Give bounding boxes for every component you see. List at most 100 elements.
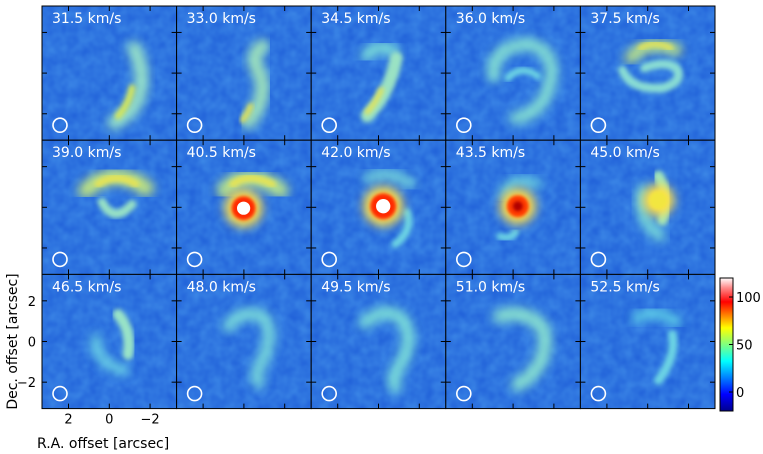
velocity-label: 45.0 km/s [590,145,659,161]
velocity-label: 40.5 km/s [187,145,256,161]
emission-arc [112,308,135,360]
emission-structure [216,170,289,228]
channel-panel: 45.0 km/s [579,139,716,275]
channel-panel: 37.5 km/s [579,5,716,141]
panel-ticks [42,6,177,141]
emission-arc [635,184,666,242]
channel-panel: 49.5 km/s [310,273,447,410]
colorbar: 0 50 100 [719,277,761,412]
panel-ticks [580,6,715,141]
beam-icon [186,385,203,402]
emission-arc [222,308,276,389]
beam-icon [455,385,472,402]
panel-ticks [176,140,312,275]
velocity-label: 33.0 km/s [187,11,256,27]
velocity-label: 49.5 km/s [321,279,390,295]
channel-panel: 51.0 km/s [445,273,581,410]
y-tick-label: 0 [28,336,36,351]
emission-arc [496,228,520,242]
velocity-label: 36.0 km/s [456,11,525,27]
channel-panel: 33.0 km/s [176,5,312,141]
beam-icon [186,117,203,133]
colorbar-tick-label: 0 [736,386,744,401]
panel-ticks [311,6,446,141]
beam-icon [52,251,68,268]
beam-icon [455,251,472,268]
emission-arc [90,333,129,376]
beam-icon [590,117,607,133]
emission-arc [637,41,674,51]
y-axis-title: Dec. offset [arcsec] [5,273,21,409]
noise-texture [311,6,446,141]
channel-panel: 39.0 km/s [41,139,178,275]
emission-arc [492,307,552,392]
emission-structure [107,41,149,130]
noise-texture [580,6,715,141]
colorbar-tick-label: 50 [736,339,753,354]
emission-arc [358,306,415,393]
channel-panel: 40.5 km/s [176,139,312,275]
velocity-label: 39.0 km/s [52,145,121,161]
channel-panel: 46.5 km/s [41,273,178,410]
emission-arc [631,308,682,328]
emission-structure [90,308,135,376]
emission-arc [653,329,678,385]
emission-structure [617,39,683,93]
noise-texture [580,274,715,409]
beam-icon [321,385,338,402]
beam-icon [186,251,203,268]
panel-ticks [580,140,715,275]
emission-structure [492,307,552,392]
emission-structure [78,168,154,219]
core-peak [237,201,251,215]
x-tick-label: −2 [141,413,160,428]
channel-panel: 34.5 km/s [310,5,447,141]
velocity-label: 34.5 km/s [321,11,390,27]
panel-ticks [311,140,446,275]
beam-icon [590,251,607,268]
emission-arc [239,103,254,123]
emission-arc [94,174,140,188]
panel-ticks [445,6,581,141]
velocity-label: 52.5 km/s [590,279,659,295]
channel-panel: 31.5 km/s [41,5,178,141]
panel-ticks [176,6,312,141]
x-tick-label: 2 [64,413,72,428]
channel-panel: 52.5 km/s [579,273,716,410]
beam-icon [321,117,338,133]
emission-arc [617,59,683,93]
core-peak [376,199,391,214]
emission-arc [97,197,137,219]
emission-structure [239,39,270,129]
panel-ticks [311,274,446,409]
channel-panels: 31.5 km/s 33.0 km/s 34.5 km/s 36.0 km/s 37.5… [41,5,716,410]
channel-panel: 42.0 km/s [310,139,447,275]
emission-structure [362,169,416,249]
emission-arc [486,37,558,125]
core-peak [512,201,523,212]
velocity-label: 43.5 km/s [456,145,525,161]
panel-ticks [445,140,581,275]
emission-arc [362,169,416,189]
panel-ticks [445,274,581,409]
y-tick-label: −2 [17,376,36,391]
velocity-label: 42.0 km/s [321,145,390,161]
x-tick-label: 0 [105,413,113,428]
x-axis-title: R.A. offset [arcsec] [37,436,169,452]
emission-structure [496,176,543,242]
velocity-label: 31.5 km/s [52,11,121,27]
emission-arc [241,39,270,129]
panel-ticks [42,274,177,409]
emission-arc [229,174,277,188]
emission-arc [360,41,400,62]
velocity-label: 46.5 km/s [52,279,121,295]
noise-texture [311,274,446,409]
axes: 2 0 −2 2 0 −2 R.A. offset [arcsec] Dec. offset … [5,273,169,452]
emission-structure [486,37,558,125]
beam-icon [52,385,68,402]
colorbar-tick-label: 100 [736,291,761,306]
emission-arc [504,67,542,82]
beam-icon [52,117,68,133]
emission-arc [114,84,136,120]
